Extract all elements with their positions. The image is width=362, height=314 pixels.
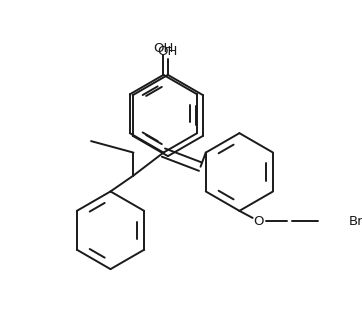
Text: OH: OH — [153, 41, 174, 55]
Text: O: O — [253, 215, 264, 228]
Text: OH: OH — [158, 45, 178, 58]
Text: Br: Br — [349, 215, 362, 228]
